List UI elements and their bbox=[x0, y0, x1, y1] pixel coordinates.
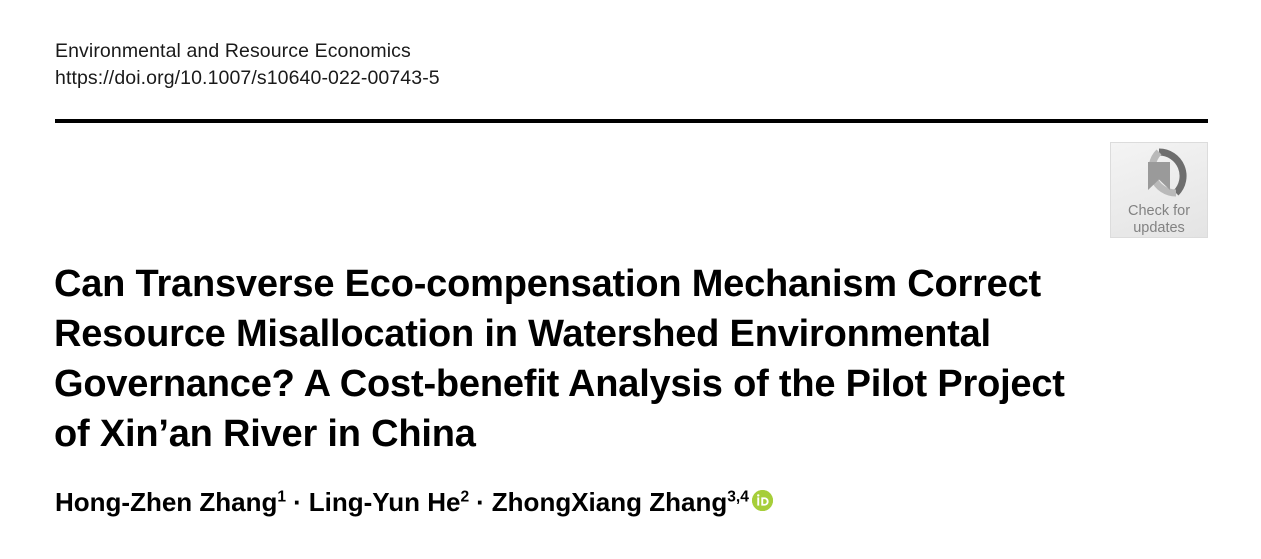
author-separator-1: · bbox=[293, 487, 302, 517]
author-3-name: ZhongXiang Zhang bbox=[491, 487, 728, 517]
title-line-4: of Xin’an River in China bbox=[54, 413, 476, 456]
author-separator-2: · bbox=[476, 487, 485, 517]
header-divider bbox=[55, 119, 1208, 123]
author-1-name: Hong-Zhen Zhang bbox=[55, 487, 278, 517]
journal-name: Environmental and Resource Economics bbox=[55, 40, 411, 62]
crossmark-logo-icon bbox=[1131, 148, 1187, 204]
check-for-updates-label: Check for updates bbox=[1127, 203, 1191, 236]
author-1-affiliation-marker[interactable]: 1 bbox=[277, 488, 287, 506]
author-2-affiliation-marker[interactable]: 2 bbox=[460, 488, 470, 506]
page-title: Can Transverse Eco-compensation Mechanis… bbox=[54, 259, 1065, 459]
journal-doi[interactable]: https://doi.org/10.1007/s10640-022-00743… bbox=[55, 67, 440, 89]
author-3-affiliation-marker[interactable]: 3,4 bbox=[727, 488, 749, 506]
title-line-2: Resource Misallocation in Watershed Envi… bbox=[54, 313, 991, 356]
orcid-id-icon[interactable] bbox=[751, 490, 773, 511]
author-3[interactable]: ZhongXiang Zhang3,4 bbox=[492, 485, 749, 519]
author-2[interactable]: Ling-Yun He2 bbox=[309, 485, 469, 519]
author-2-name: Ling-Yun He bbox=[308, 487, 461, 517]
title-line-1: Can Transverse Eco-compensation Mechanis… bbox=[54, 263, 1041, 306]
check-for-updates-badge[interactable]: Check for updates bbox=[1110, 142, 1208, 238]
author-list: Hong-Zhen Zhang1 · Ling-Yun He2 · ZhongX… bbox=[55, 485, 773, 519]
title-line-3: Governance? A Cost-benefit Analysis of t… bbox=[54, 363, 1065, 406]
journal-header: Environmental and Resource Economics htt… bbox=[55, 38, 440, 92]
author-1[interactable]: Hong-Zhen Zhang1 bbox=[55, 485, 286, 519]
